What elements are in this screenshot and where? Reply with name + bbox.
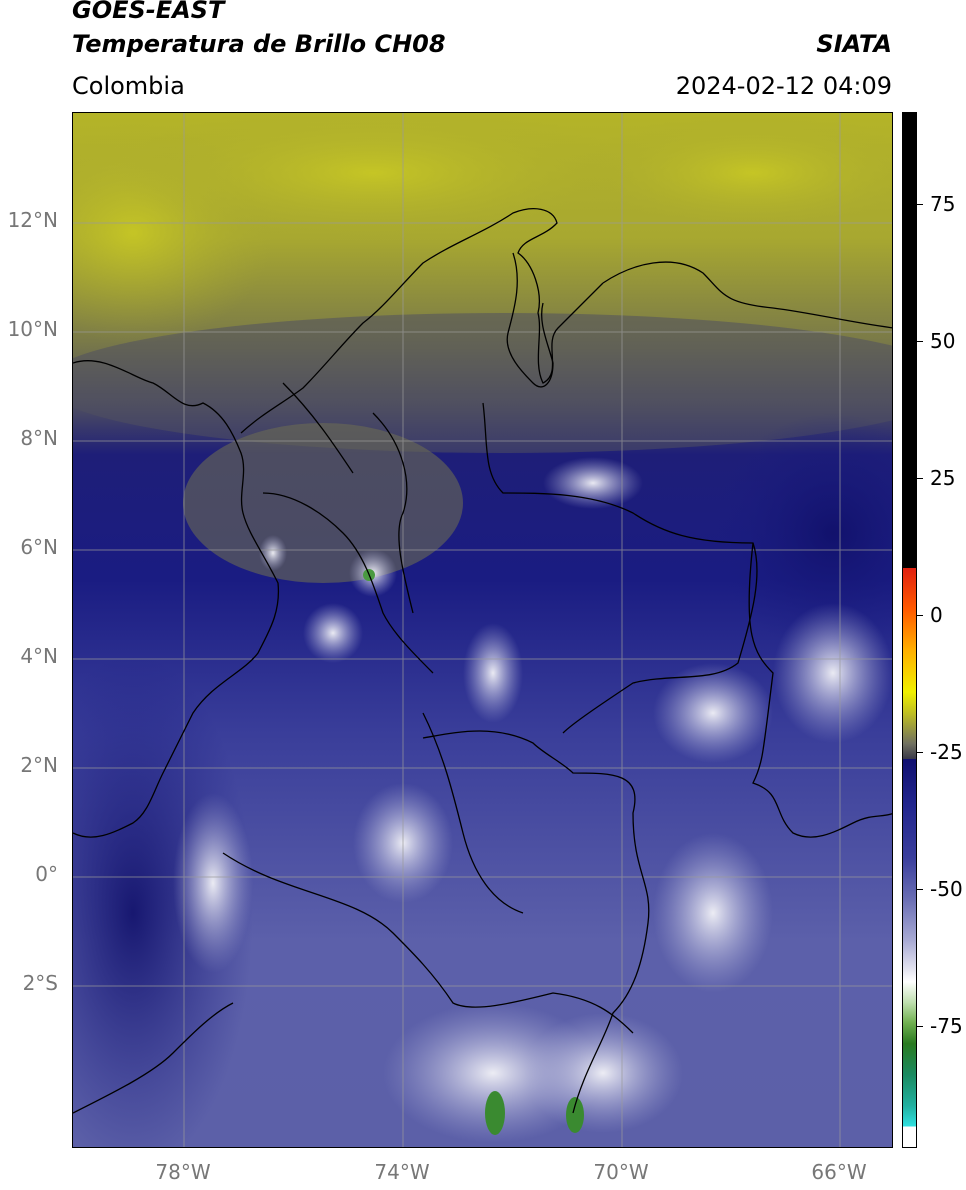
- lat-label: 10°N: [7, 317, 58, 341]
- lat-label: 2°S: [22, 971, 58, 995]
- colorbar-label: 25: [930, 466, 956, 490]
- lat-label: 4°N: [20, 644, 58, 668]
- lon-label: 78°W: [155, 1160, 211, 1184]
- satellite-map[interactable]: [72, 112, 893, 1148]
- colorbar-tick: [917, 204, 923, 205]
- colorbar-label: -50: [930, 877, 963, 901]
- colorbar-tick: [917, 615, 923, 616]
- lat-label: 2°N: [20, 753, 58, 777]
- colorbar-label: -75: [930, 1014, 963, 1038]
- agency-label: SIATA: [816, 30, 892, 58]
- colorbar-tick: [917, 478, 923, 479]
- lat-label: 0°: [35, 862, 58, 886]
- lat-label: 8°N: [20, 426, 58, 450]
- product-title: Temperatura de Brillo CH08: [72, 30, 446, 58]
- datetime-label: 2024-02-12 04:09: [675, 72, 892, 100]
- lon-label: 66°W: [811, 1160, 867, 1184]
- map-canvas: [73, 113, 892, 1147]
- region-label: Colombia: [72, 72, 185, 100]
- lat-label: 6°N: [20, 535, 58, 559]
- colorbar-tick: [917, 1026, 923, 1027]
- colorbar-tick: [917, 889, 923, 890]
- colorbar-label: 50: [930, 329, 956, 353]
- temperature-colorbar: [902, 112, 917, 1148]
- country-borders: [73, 208, 892, 1114]
- colorbar-label: 0: [930, 603, 943, 627]
- lat-label: 12°N: [7, 208, 58, 232]
- colorbar-tick: [917, 752, 923, 753]
- lon-label: 70°W: [593, 1160, 649, 1184]
- lon-label: 74°W: [374, 1160, 430, 1184]
- colorbar-label: 75: [930, 192, 956, 216]
- colorbar-tick: [917, 341, 923, 342]
- satellite-title: GOES-EAST: [72, 0, 225, 24]
- colorbar-label: -25: [930, 740, 963, 764]
